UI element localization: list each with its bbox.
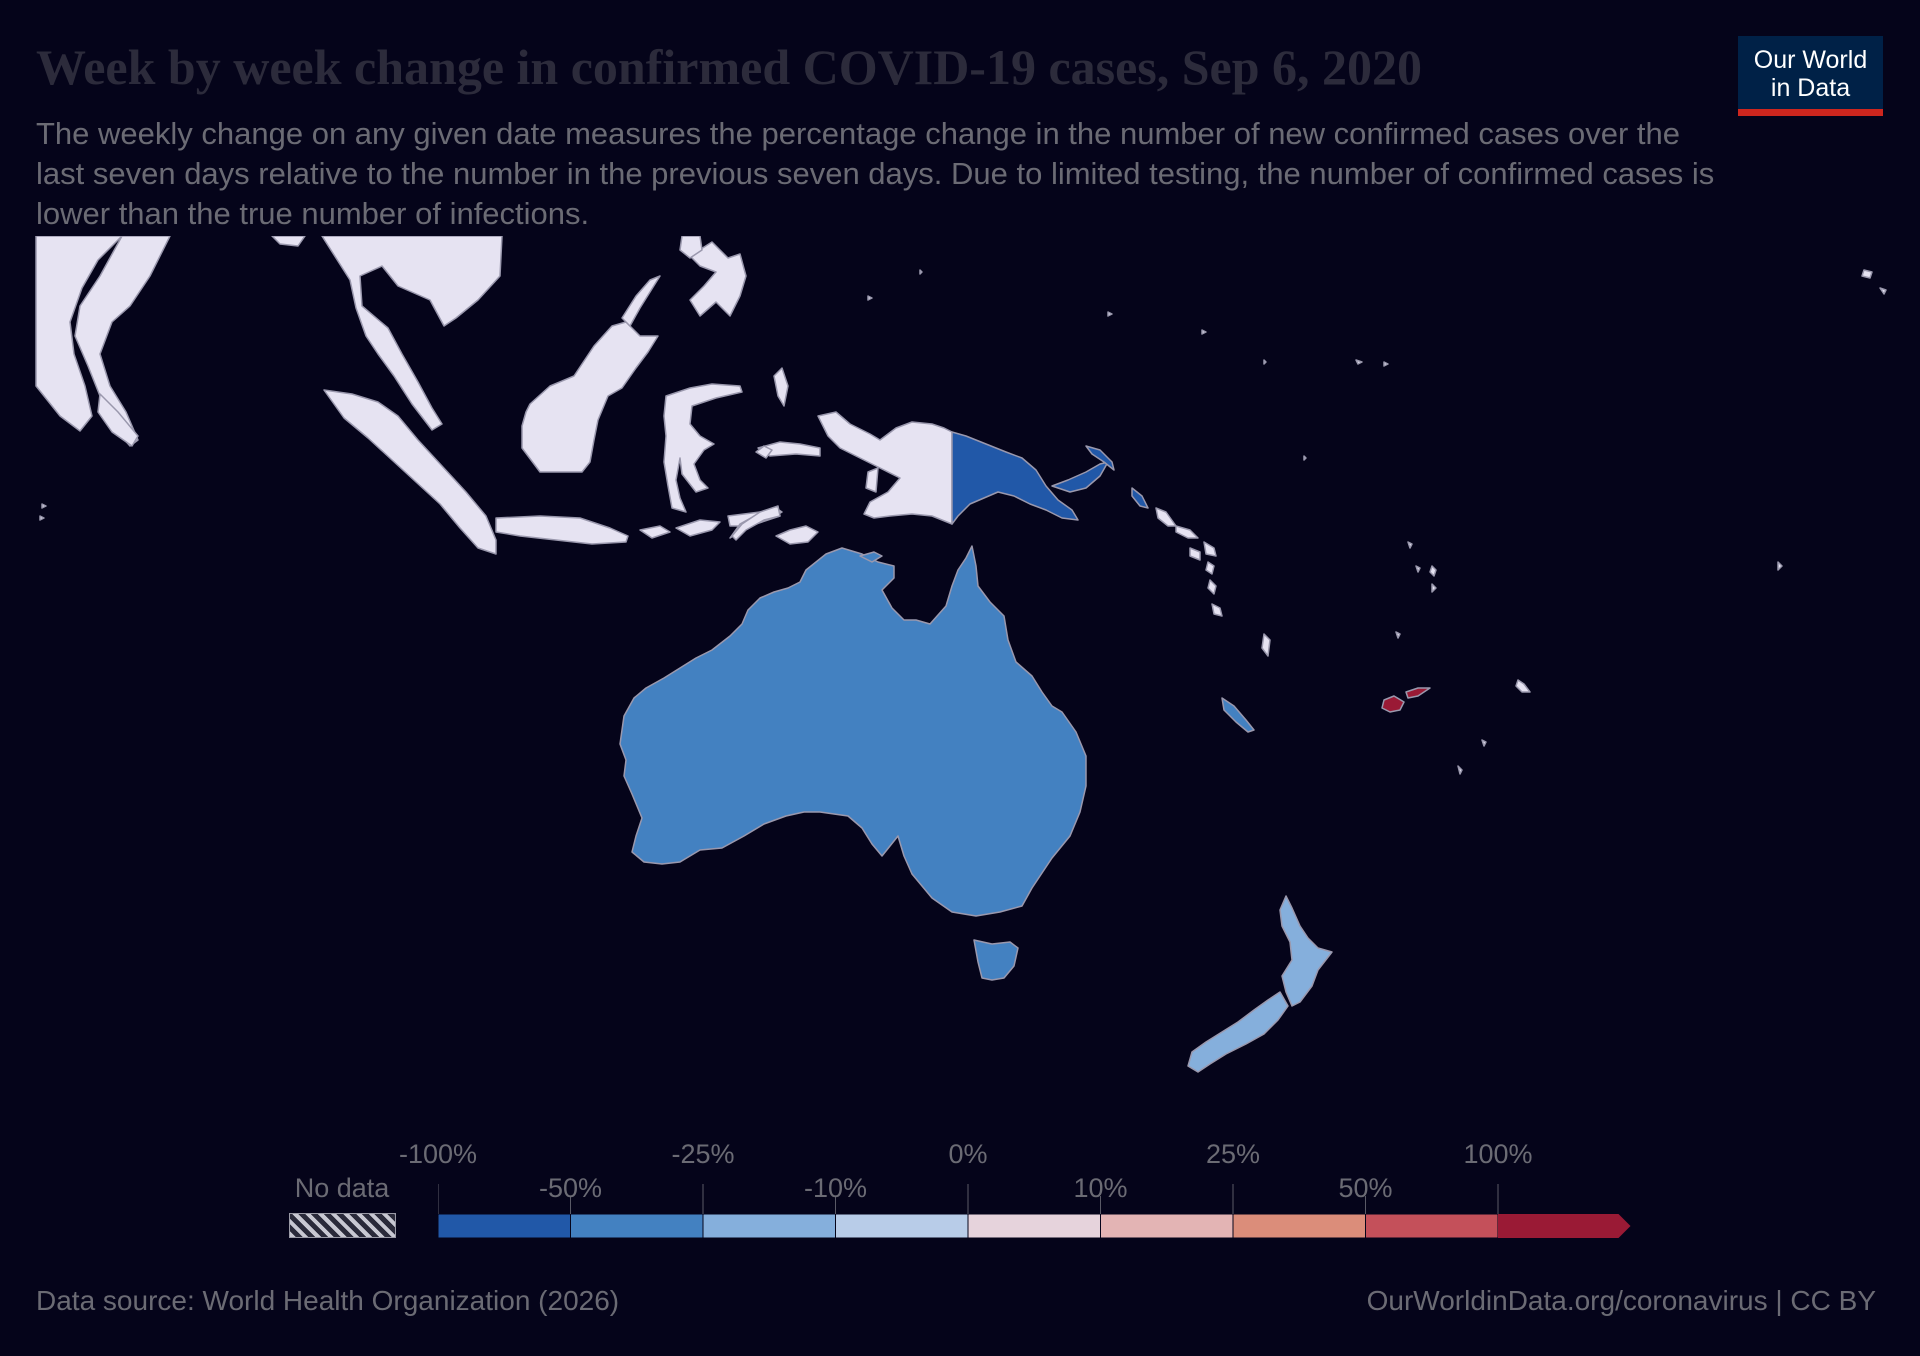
legend-bin[interactable] (835, 1213, 969, 1239)
island-solomon-3[interactable] (1189, 547, 1201, 561)
island-mindoro[interactable] (621, 275, 661, 327)
legend-tick-label: 0% (948, 1139, 988, 1169)
legend-color-bar (438, 1184, 1631, 1239)
legend-tick-label: 50% (1338, 1173, 1393, 1203)
country-new-zealand-north[interactable] (1279, 895, 1333, 1007)
data-source: Data source: World Health Organization (… (36, 1285, 620, 1316)
legend-tick-label: 100% (1463, 1139, 1533, 1169)
island-speck-2 (1879, 287, 1887, 295)
legend-bin[interactable] (702, 1213, 836, 1239)
country-cambodia-laos[interactable] (271, 236, 306, 247)
island-bougainville[interactable] (1131, 487, 1149, 509)
legend-tick-label: -10% (803, 1173, 868, 1203)
island-solomon-2[interactable] (1175, 525, 1199, 539)
island-speck-18 (919, 269, 923, 275)
country-myanmar-thailand[interactable] (35, 236, 123, 432)
island-solomon-1[interactable] (1155, 507, 1177, 527)
island-speck-13 (1303, 455, 1307, 461)
chart-title: Week by week change in confirmed COVID-1… (36, 39, 1423, 95)
island-speck-19 (41, 503, 47, 509)
island-aru[interactable] (865, 467, 879, 493)
island-speck-5 (1457, 765, 1463, 775)
island-halmahera[interactable] (773, 367, 789, 407)
owid-logo[interactable]: Our World in Data (1738, 36, 1883, 116)
island-speck-6 (1429, 565, 1437, 577)
island-biak[interactable] (775, 525, 819, 545)
chart-subtitle: The weekly change on any given date meas… (36, 116, 1715, 231)
island-borneo[interactable] (521, 321, 659, 473)
island-speck-10 (1407, 541, 1413, 549)
legend-tick-label: -50% (538, 1173, 603, 1203)
island-speck-8 (1415, 565, 1421, 573)
island-melville[interactable] (859, 551, 883, 563)
country-australia[interactable] (619, 545, 1087, 917)
island-speck-14 (1263, 359, 1267, 365)
legend-bin[interactable] (1100, 1213, 1234, 1239)
island-speck-17 (867, 295, 873, 301)
island-speck-11 (1383, 361, 1389, 367)
island-speck-4 (1481, 739, 1487, 747)
country-fiji-vanua-levu[interactable] (1405, 687, 1431, 699)
island-bali-lombok[interactable] (639, 525, 671, 539)
country-vietnam[interactable] (321, 236, 503, 431)
country-indochina[interactable] (35, 236, 171, 447)
legend-bin[interactable] (438, 1213, 571, 1239)
island-tonga (1515, 679, 1531, 693)
island-speck-20 (39, 515, 45, 521)
legend-bin[interactable] (570, 1213, 704, 1239)
country-new-zealand-south[interactable] (1187, 991, 1289, 1073)
island-sumbawa[interactable] (675, 519, 721, 537)
country-papua-new-guinea[interactable] (951, 431, 1079, 525)
legend-bin[interactable] (967, 1213, 1101, 1239)
logo-line-1: Our World (1753, 46, 1868, 74)
island-speck-1 (1861, 269, 1873, 279)
legend-no-data-swatch[interactable] (289, 1213, 396, 1238)
island-sulawesi[interactable] (663, 383, 743, 513)
island-vanuatu-3[interactable] (1211, 603, 1223, 617)
island-philippines-south[interactable] (689, 241, 747, 317)
credit-link[interactable]: OurWorldinData.org/coronavirus | CC BY (1366, 1285, 1876, 1316)
island-timor-leste[interactable] (731, 505, 781, 541)
island-speck-7 (1431, 583, 1437, 593)
legend-no-data-label: No data (294, 1173, 390, 1203)
island-vanuatu-2[interactable] (1207, 579, 1217, 595)
choropleth-map (35, 236, 1887, 1073)
island-tasmania[interactable] (973, 939, 1019, 981)
country-sri-lanka-like[interactable] (97, 393, 139, 447)
legend-bin[interactable] (1365, 1213, 1499, 1239)
legend-tick-label: 25% (1205, 1139, 1261, 1169)
legend-tick-label: 10% (1073, 1173, 1128, 1203)
island-new-britain[interactable] (1051, 461, 1109, 493)
island-vanuatu-4[interactable] (1261, 633, 1271, 657)
island-speck-15 (1201, 329, 1207, 335)
legend-bin-open-ended[interactable] (1498, 1214, 1631, 1238)
island-vanuatu-1[interactable] (1205, 561, 1215, 575)
island-philippines-north[interactable] (679, 236, 703, 259)
island-new-guinea-west[interactable] (817, 411, 953, 525)
island-java[interactable] (495, 515, 629, 545)
country-new-caledonia[interactable] (1221, 697, 1255, 733)
island-new-ireland[interactable] (1085, 445, 1115, 471)
island-speck-3 (1777, 561, 1783, 571)
island-solomon-4[interactable] (1203, 541, 1217, 557)
country-fiji[interactable] (1381, 695, 1405, 713)
logo-line-2: in Data (1770, 74, 1851, 102)
island-speck-16 (1107, 311, 1113, 317)
island-buru[interactable] (755, 445, 773, 459)
island-seram[interactable] (757, 441, 821, 457)
island-sumatra[interactable] (323, 389, 497, 555)
legend-tick-label: -100% (398, 1139, 478, 1169)
legend-bin[interactable] (1232, 1213, 1366, 1239)
island-speck-12 (1355, 359, 1363, 365)
legend-tick-label: -25% (671, 1139, 735, 1169)
island-speck-9 (1395, 631, 1401, 639)
